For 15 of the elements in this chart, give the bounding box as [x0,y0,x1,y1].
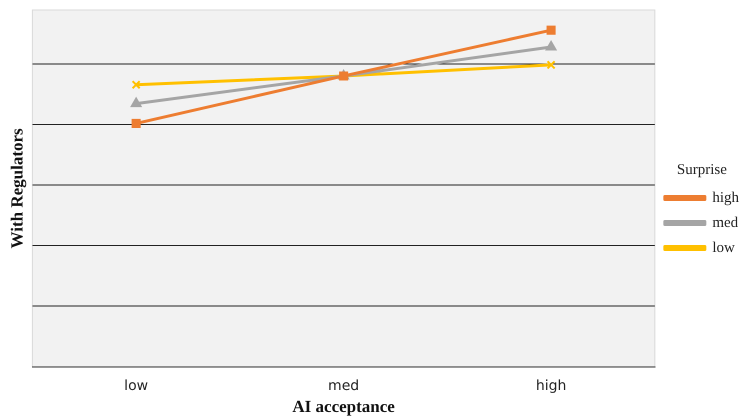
legend-label: low [712,240,735,256]
legend-label: med [712,214,739,231]
y-axis-title: With Regulators [8,128,27,248]
legend-title: Surprise [676,162,728,178]
point [546,60,556,70]
point [546,26,556,35]
point [546,41,556,51]
x-axis-title: AI acceptance [292,397,396,416]
point [132,80,141,90]
x-tick-label: high [536,378,566,394]
x-tick-label: low [124,378,148,394]
point [132,118,141,128]
x-tick-label: med [328,378,360,394]
legend-label: high [712,190,740,206]
point [130,98,142,108]
